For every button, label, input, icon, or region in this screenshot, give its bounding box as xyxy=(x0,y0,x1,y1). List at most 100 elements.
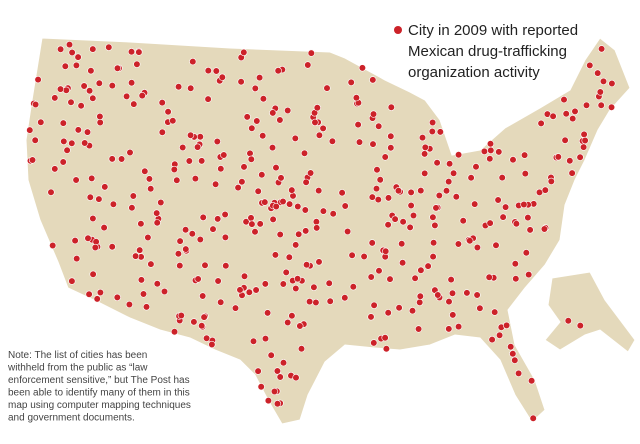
city-dot xyxy=(100,224,108,232)
city-dot xyxy=(191,175,199,183)
city-dot xyxy=(142,303,151,311)
city-dot xyxy=(91,243,99,252)
city-dot xyxy=(138,91,146,100)
city-dot xyxy=(81,139,89,147)
city-dot xyxy=(147,185,155,193)
note-text: Note: The list of cities has been xyxy=(8,350,147,361)
city-dot xyxy=(387,144,395,152)
city-dot xyxy=(212,67,220,75)
city-dot xyxy=(502,203,510,211)
city-dot xyxy=(28,156,37,164)
city-dot xyxy=(348,251,356,259)
city-dot xyxy=(522,249,530,257)
city-dot xyxy=(507,343,515,351)
city-dot xyxy=(153,280,161,288)
city-dot xyxy=(568,169,576,177)
city-dot xyxy=(341,202,349,210)
city-dot xyxy=(284,318,292,327)
city-dot xyxy=(264,397,273,405)
city-dot xyxy=(194,275,202,283)
city-dot xyxy=(108,155,116,163)
city-dot xyxy=(566,157,574,165)
city-dot xyxy=(369,76,377,84)
city-dot xyxy=(240,272,249,280)
city-dot xyxy=(416,292,424,300)
city-dot xyxy=(302,227,310,235)
city-dot xyxy=(74,126,82,134)
city-dot xyxy=(187,131,195,139)
city-dot xyxy=(254,187,262,195)
city-dot xyxy=(411,274,419,282)
city-dot xyxy=(525,271,533,279)
city-dot xyxy=(269,109,277,117)
city-dot xyxy=(222,262,230,270)
city-dot xyxy=(56,85,65,93)
city-dot xyxy=(395,304,403,312)
city-dot xyxy=(96,112,104,121)
city-dot xyxy=(432,204,440,212)
city-dot xyxy=(74,53,82,61)
city-dot xyxy=(284,106,292,115)
city-dot xyxy=(289,192,297,200)
city-dot xyxy=(537,119,545,127)
city-dot xyxy=(85,290,93,298)
city-dot xyxy=(512,275,520,283)
city-dot xyxy=(442,187,451,195)
city-dot xyxy=(252,286,260,294)
city-dot xyxy=(113,293,121,302)
city-dot xyxy=(128,79,136,87)
city-dot xyxy=(279,280,287,288)
city-dot xyxy=(276,230,284,239)
city-dot xyxy=(409,211,418,220)
city-dot xyxy=(368,193,376,201)
city-dot xyxy=(249,337,258,345)
city-dot xyxy=(373,166,381,174)
city-dot xyxy=(117,155,126,163)
city-dot xyxy=(354,120,362,129)
city-dot xyxy=(446,160,454,168)
city-dot xyxy=(282,268,290,277)
city-dot xyxy=(480,147,489,155)
city-dot xyxy=(541,186,549,194)
city-dot xyxy=(170,165,178,174)
city-dot xyxy=(276,116,284,124)
city-dot xyxy=(467,174,475,182)
city-dot xyxy=(68,139,76,147)
city-dot xyxy=(415,325,423,333)
city-dot xyxy=(247,214,255,222)
legend-text: Mexican drug-trafficking xyxy=(408,43,567,60)
city-dot xyxy=(60,137,68,145)
city-dot xyxy=(80,82,88,90)
city-dot xyxy=(473,243,482,252)
city-dot xyxy=(190,318,198,326)
city-dot xyxy=(95,79,103,87)
city-dot xyxy=(96,118,104,127)
city-dot xyxy=(417,187,425,195)
city-dot xyxy=(85,87,94,95)
city-dot xyxy=(369,140,377,148)
city-dot xyxy=(511,260,519,268)
city-dot xyxy=(269,215,277,223)
city-dot xyxy=(486,155,494,163)
city-dot xyxy=(529,414,537,422)
city-dot xyxy=(267,351,275,359)
city-dot xyxy=(450,169,458,177)
city-dot xyxy=(315,258,323,266)
city-dot xyxy=(200,313,208,321)
city-dot xyxy=(434,291,442,299)
city-dot xyxy=(560,95,568,104)
city-dot xyxy=(109,200,117,208)
city-dot xyxy=(424,262,432,270)
city-dot xyxy=(296,322,304,330)
city-dot xyxy=(428,127,436,136)
city-dot xyxy=(455,323,463,331)
city-dot xyxy=(394,187,403,195)
city-dot xyxy=(175,83,183,91)
city-dot xyxy=(594,69,602,77)
city-dot xyxy=(491,308,499,316)
city-dot xyxy=(196,235,204,244)
city-dot xyxy=(196,133,204,141)
city-dot xyxy=(63,146,71,154)
city-dot xyxy=(421,143,429,151)
city-dot xyxy=(68,277,76,285)
